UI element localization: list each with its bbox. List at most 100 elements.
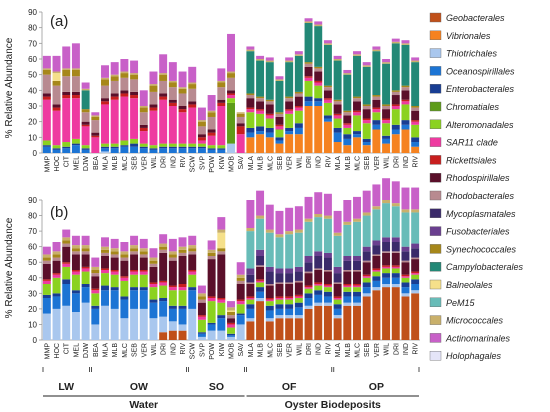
bar-segment-alteromonadales <box>159 285 168 298</box>
bar-segment-enterobacterales <box>81 284 90 288</box>
bar-segment-oceanospirillales <box>188 290 197 309</box>
bar-segment-synechococcales <box>343 110 352 113</box>
bar-segment-sar11-clade <box>285 110 294 114</box>
bar-segment-vibrionales <box>314 106 323 153</box>
bar-segment-rhodospirillales <box>353 271 361 284</box>
bar-segment-enterobacterales <box>159 146 168 149</box>
bar-segment-pem15 <box>256 218 265 250</box>
bar-segment-micrococcales <box>188 245 197 249</box>
bar-segment-alteromonadales <box>120 140 129 146</box>
bar-segment-thiotrichales <box>178 324 187 331</box>
bar-segment-enterobacterales <box>217 148 226 150</box>
bar-segment-sar11-clade <box>411 273 420 275</box>
bar-segment-oceanospirillales <box>227 335 235 337</box>
bar-segment-micrococcales <box>343 73 352 75</box>
bar-segment-oceanospirillales <box>178 308 187 325</box>
bar-segment-alteromonadales <box>110 143 119 147</box>
bar-segment-rhodospirillales <box>333 104 342 114</box>
bar-segment-synechococcales <box>236 113 245 117</box>
bar-segment-oceanospirillales <box>246 132 255 138</box>
y-tick-label: 90 <box>28 196 37 205</box>
bar-segment-synechococcales <box>101 79 109 86</box>
bar-segment-sar11-clade <box>159 99 168 144</box>
bar-segment-synechococcales <box>52 254 61 258</box>
bar-segment-rickettsiales <box>391 104 400 106</box>
x-tick-label: POW <box>209 343 216 360</box>
bar-segment-rhodospirillales <box>197 134 206 138</box>
x-tick-label: SAV <box>238 156 245 170</box>
bar-segment-rhodospirillales <box>91 132 100 136</box>
bar-segment-micrococcales <box>110 248 119 252</box>
bar-segment-rhodobacterales <box>353 270 361 272</box>
x-tick-label: DRI <box>161 343 168 355</box>
bar-segment-micrococcales <box>139 248 148 252</box>
bar-segment-synechococcales <box>294 91 303 94</box>
legend-label: Enterobacterales <box>446 84 515 94</box>
bar-segment-vibrionales <box>401 129 410 153</box>
bar-segment-actinomarinales <box>401 187 410 210</box>
bar-segment-actinomarinales <box>362 62 371 66</box>
bar-segment-synechococcales <box>382 104 391 106</box>
bar-segment-rickettsiales <box>343 123 352 125</box>
bar-segment-rickettsiales <box>391 265 400 267</box>
bar-segment-oceanospirillales <box>333 132 342 143</box>
bar-segment-fusobacteriales <box>411 243 420 249</box>
bar-segment-alteromonadales <box>178 143 187 147</box>
bar-segment-rhodospirillales <box>120 90 129 94</box>
bar-segment-enterobacterales <box>275 304 284 309</box>
bar-segment-rhodobacterales <box>130 79 139 92</box>
bar-segment-rhodospirillales <box>304 66 313 77</box>
bar-segment-micrococcales <box>362 212 371 216</box>
bar-segment-sar11-clade <box>139 271 148 275</box>
legend-swatch <box>429 119 442 130</box>
bar-segment-actinomarinales <box>101 237 109 247</box>
bar-segment-thiotrichales <box>275 315 284 319</box>
legend: Geobacterales Vibrionales Thiotrichales Oce… <box>429 12 524 361</box>
bar-segment-micrococcales <box>168 80 177 83</box>
bar-segment-synechococcales <box>333 99 342 102</box>
bar-segment-synechococcales <box>62 69 71 77</box>
x-tick-label: POW <box>209 156 216 173</box>
bar-segment-rickettsiales <box>236 299 245 302</box>
bar-segment-rickettsiales <box>81 266 90 269</box>
legend-label: Rhodospirillales <box>446 173 510 183</box>
bar-segment-micrococcales <box>236 112 245 114</box>
y-tick-label: 0 <box>33 336 38 345</box>
bar-segment-alteromonadales <box>101 273 109 286</box>
legend-label: Rhodobacterales <box>446 191 515 201</box>
bar-segment-geobacterales <box>275 318 284 340</box>
bar-segment-micrococcales <box>372 49 381 52</box>
legend-swatch <box>429 333 442 343</box>
bar-segment-rhodobacterales <box>188 88 197 102</box>
y-tick-label: 90 <box>28 8 37 17</box>
bar-segment-synechococcales <box>178 249 187 253</box>
bar-segment-alteromonadales <box>372 112 381 121</box>
bar-segment-mycoplasmatales <box>246 274 255 283</box>
bar-segment-enterobacterales <box>71 143 80 146</box>
bar-segment-oceanospirillales <box>91 308 100 325</box>
legend-label: Actinomarinales <box>445 333 511 343</box>
bar-segment-oceanospirillales <box>71 293 80 312</box>
bar-segment-rhodospirillales <box>188 254 197 270</box>
bar-segment-actinomarinales <box>110 238 119 249</box>
bar-segment-mycoplasmatales <box>401 251 410 261</box>
bar-segment-pem15 <box>333 235 342 267</box>
bar-segment-fusobacteriales <box>323 252 332 258</box>
bar-segment-micrococcales <box>382 62 391 64</box>
bar-segment-sar11-clade <box>265 299 274 302</box>
bar-segment-rhodobacterales <box>81 251 90 255</box>
bar-segment-micrococcales <box>91 115 100 117</box>
bar-segment-rhodobacterales <box>372 254 381 256</box>
bar-segment-rickettsiales <box>130 270 139 272</box>
bar-segment-rickettsiales <box>343 284 352 286</box>
bar-segment-enterobacterales <box>52 148 61 150</box>
bar-segment-rickettsiales <box>168 102 177 106</box>
bar-segment-rickettsiales <box>217 102 226 106</box>
bar-segment-rickettsiales <box>149 107 158 111</box>
bar-segment-actinomarinales <box>42 55 51 69</box>
bar-segment-sar11-clade <box>275 126 284 130</box>
bar-segment-actinomarinales <box>304 196 313 219</box>
bar-segment-geobacterales <box>333 318 342 340</box>
bar-segment-thiotrichales <box>343 302 352 306</box>
bar-segment-rhodobacterales <box>401 260 410 263</box>
